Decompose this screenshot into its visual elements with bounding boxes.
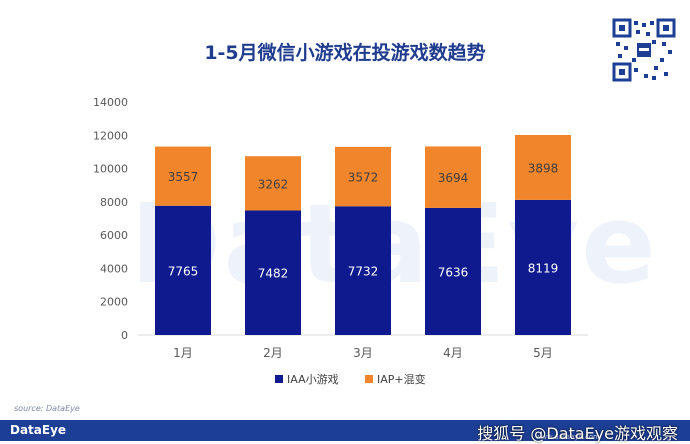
y-tick-label: 14000 <box>93 96 128 109</box>
x-tick-label: 2月 <box>263 346 283 360</box>
bar-iaa-segment <box>515 199 571 335</box>
bar-iaa-segment <box>335 206 391 335</box>
data-label: 3694 <box>438 171 469 185</box>
bar-iap-segment <box>155 146 211 206</box>
legend-swatch <box>275 375 283 383</box>
bar-iap-segment <box>515 135 571 200</box>
bar-iaa-segment <box>245 210 301 335</box>
data-label: 7765 <box>168 264 199 278</box>
bar-iap-segment <box>335 146 391 207</box>
x-tick-label: 4月 <box>443 346 463 360</box>
bar-iaa-segment <box>425 207 481 335</box>
data-label: 7636 <box>438 265 469 279</box>
y-tick-label: 6000 <box>100 229 128 242</box>
legend-label: IAP+混变 <box>377 372 426 386</box>
data-label: 8119 <box>528 261 559 275</box>
legend-swatch <box>365 375 373 383</box>
footer-url: www.dataeye.com <box>535 433 600 441</box>
bar-iaa-segment <box>155 205 211 335</box>
bar-iap-segment <box>425 146 481 208</box>
y-tick-label: 4000 <box>100 262 128 275</box>
y-tick-label: 0 <box>121 329 128 342</box>
data-label: 3572 <box>348 171 379 185</box>
footer-logo: DataEye <box>10 423 67 437</box>
data-label: 3898 <box>528 161 559 175</box>
data-label: 7482 <box>258 267 289 281</box>
source-note: source: DataEye <box>14 404 80 413</box>
footer-credit: 搜狐号 @DataEye游戏观察 <box>477 424 678 443</box>
data-label: 3262 <box>258 177 289 191</box>
y-tick-label: 10000 <box>93 163 128 176</box>
bar-iap-segment <box>245 156 301 211</box>
y-tick-label: 2000 <box>100 296 128 309</box>
qr-code-icon <box>612 18 676 82</box>
data-label: 7732 <box>348 265 379 279</box>
footer-bar: DataEye www.dataeye.com 搜狐号 @DataEye游戏观察 <box>0 420 690 443</box>
y-tick-label: 12000 <box>93 129 128 142</box>
x-tick-label: 1月 <box>173 346 193 360</box>
legend-label: IAA小游戏 <box>287 373 339 386</box>
x-tick-label: 3月 <box>353 346 373 360</box>
chart-title: 1-5月微信小游戏在投游戏数趋势 <box>204 42 486 64</box>
y-tick-label: 8000 <box>100 196 128 209</box>
x-tick-label: 5月 <box>533 346 553 360</box>
data-label: 3557 <box>168 170 199 184</box>
